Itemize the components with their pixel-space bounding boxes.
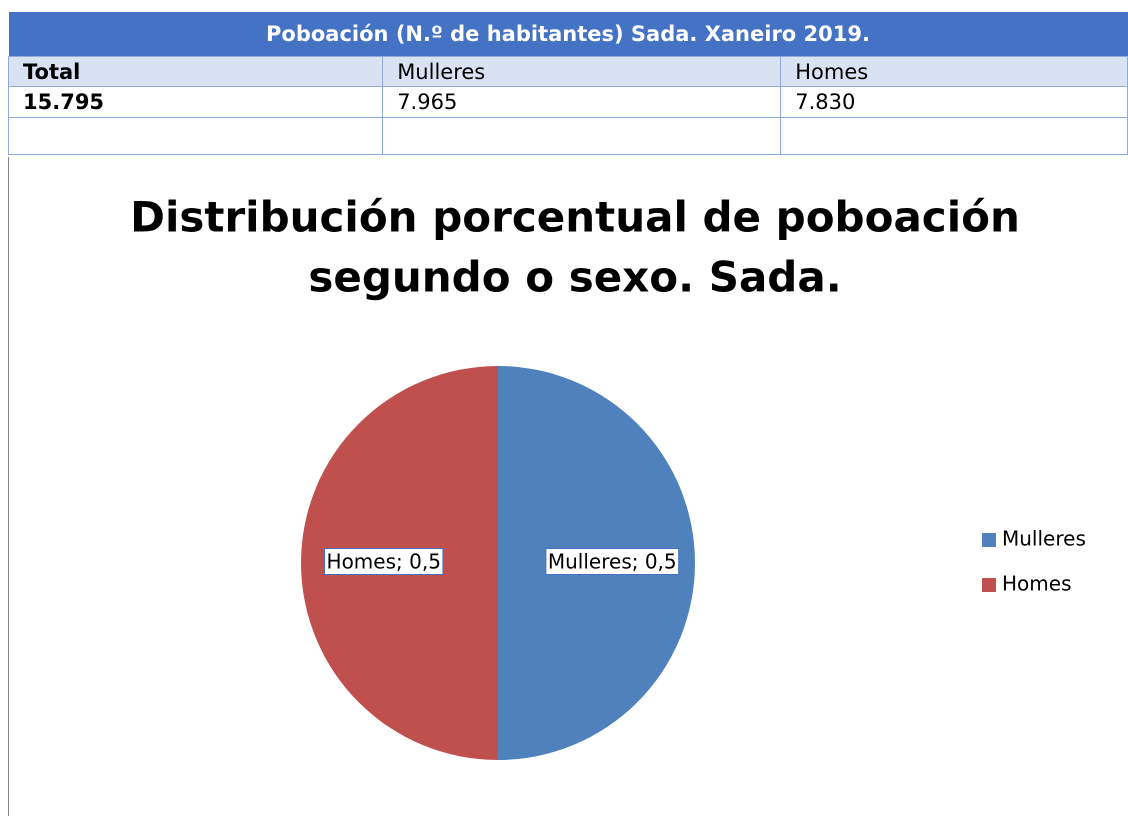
legend-label: Homes	[1002, 572, 1071, 596]
cell: Total	[7, 56, 384, 87]
cell: Mulleres	[382, 56, 782, 87]
legend-label: Mulleres	[1002, 527, 1086, 551]
chart-title: segundo o sexo. Sada.	[308, 253, 841, 302]
data-label: Mulleres; 0,5	[548, 550, 677, 574]
empty-cell	[7, 117, 384, 155]
population-table: Poboación (N.º de habitantes) Sada. Xane…	[7, 12, 1128, 155]
table-title: Poboación (N.º de habitantes) Sada. Xane…	[8, 12, 1128, 57]
data-label-box	[545, 548, 680, 575]
data-label: Homes; 0,5	[327, 550, 441, 574]
data-label-box	[324, 548, 444, 575]
cell: 7.830	[780, 86, 1128, 118]
legend-swatch	[982, 533, 996, 547]
empty-cell	[780, 117, 1128, 155]
empty-cell	[382, 117, 782, 155]
legend-swatch	[982, 578, 996, 592]
chart-title: Distribución porcentual de poboación	[130, 193, 1020, 242]
